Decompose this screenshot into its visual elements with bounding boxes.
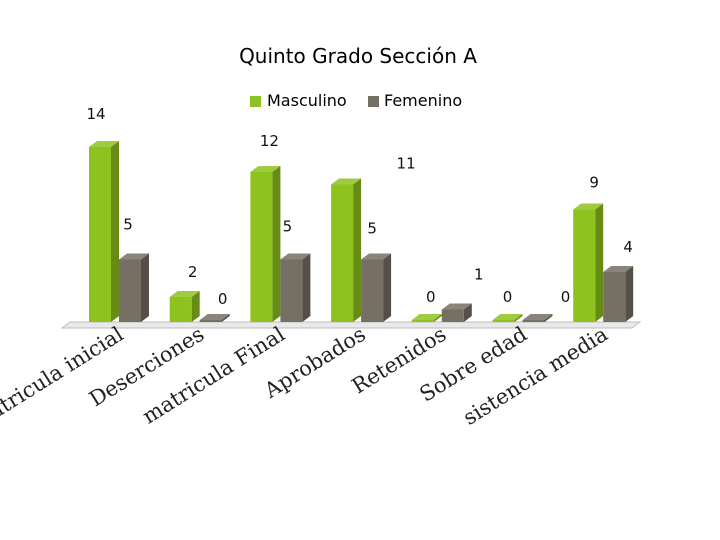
floor-plane	[60, 321, 642, 329]
legend-label-masculino: Masculino	[267, 91, 347, 110]
value-label-masculino-0: 14	[86, 105, 105, 123]
bar-masculino-5	[492, 314, 523, 322]
category-label-6: sistencia media	[459, 322, 612, 430]
bar-masculino-4	[411, 314, 442, 322]
bar-femenino-6	[603, 266, 634, 322]
legend: Masculino Femenino	[250, 91, 462, 110]
value-label-femenino-6: 4	[623, 238, 633, 256]
value-label-femenino-2: 5	[283, 218, 293, 236]
bars-group	[89, 141, 634, 322]
value-label-femenino-1: 0	[218, 290, 228, 308]
chart-floor	[60, 321, 642, 329]
value-label-masculino-4: 0	[426, 288, 436, 306]
value-label-masculino-5: 0	[503, 288, 513, 306]
bar-femenino-0	[119, 253, 149, 322]
legend-swatch-masculino	[250, 96, 261, 107]
bar-femenino-2	[280, 253, 311, 322]
bar-femenino-5	[522, 314, 553, 322]
value-label-femenino-0: 5	[123, 216, 133, 234]
value-label-masculino-6: 9	[589, 174, 599, 192]
chart-title: Quinto Grado Sección A	[239, 44, 477, 68]
value-label-masculino-2: 12	[260, 132, 279, 150]
bar-femenino-3	[361, 253, 392, 322]
category-label-2: matricula Final	[138, 322, 289, 429]
bar-femenino-1	[199, 314, 230, 322]
value-label-femenino-5: 0	[561, 288, 571, 306]
bar-masculino-6	[573, 203, 604, 322]
bar-masculino-2	[250, 166, 281, 322]
value-label-masculino-3: 11	[397, 155, 416, 173]
bar-femenino-4	[441, 303, 472, 322]
legend-label-femenino: Femenino	[384, 91, 462, 110]
value-label-femenino-4: 1	[474, 266, 484, 284]
value-labels-group: 14 5 2 0 12 5 11 5 0 1 0 0 9 4	[86, 105, 633, 308]
bar-masculino-3	[331, 178, 362, 322]
bar-masculino-1	[169, 291, 200, 322]
legend-swatch-femenino	[368, 96, 379, 107]
value-label-masculino-1: 2	[188, 263, 198, 281]
bar-masculino-0	[89, 141, 119, 322]
value-label-femenino-3: 5	[367, 220, 377, 238]
